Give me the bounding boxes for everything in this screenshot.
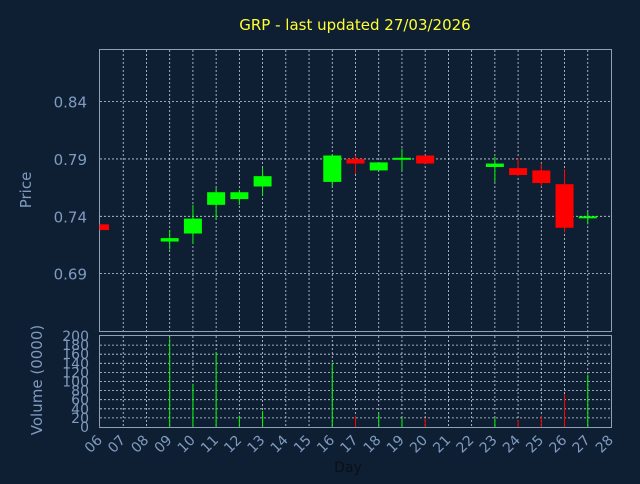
x-tick-label: 15 [291,433,315,457]
candle [369,162,388,171]
x-tick-label: 12 [221,433,245,457]
price-y-tick-label: 0.79 [54,151,87,169]
candle-body [346,158,365,164]
volume-plot-frame [99,335,612,428]
chart-title: GRP - last updated 27/03/2026 [239,16,470,34]
candle [346,155,365,174]
x-tick-label: 26 [546,432,570,456]
x-tick-label: 28 [593,433,617,457]
volume-y-tick-label: 120 [62,365,89,381]
x-tick-label: 10 [175,433,199,457]
candle-body [555,184,574,228]
candle [532,163,551,187]
volume-y-tick-label: 160 [62,347,89,363]
candle-body [509,168,528,176]
volume-y-tick-label: 180 [62,338,89,354]
volume-series [99,338,589,427]
candle [183,204,202,244]
price-plot-frame [99,49,612,332]
x-tick-label: 21 [430,433,454,457]
candle [99,224,109,231]
candle [485,156,504,182]
x-axis-label: Day [334,460,362,476]
x-tick-label: 25 [523,433,547,457]
x-tick-label: 08 [128,433,152,457]
price-y-tick-label: 0.84 [54,94,87,112]
volume-y-tick-label: 40 [71,402,89,418]
candle-body [253,176,272,187]
candle-body [532,170,551,184]
x-tick-label: 06 [82,432,106,456]
x-tick-label: 18 [361,433,385,457]
price-y-tick-label: 0.74 [54,208,87,226]
volume-axis-label: Volume (0000) [28,325,46,435]
volume-y-tick-label: 20 [71,411,89,427]
volume-y-tick-label: 60 [71,393,89,409]
candle [578,211,597,225]
candle-body [369,162,388,171]
price-y-tick-label: 0.69 [54,266,87,284]
x-tick-label: 16 [314,432,338,456]
volume-grid [100,336,611,427]
candle [207,187,226,220]
candlestick-series [99,148,597,250]
candle [392,148,411,171]
candle-body [230,192,249,200]
x-tick-label: 13 [244,433,268,457]
x-tick-label: 24 [500,432,524,456]
candle-body [578,216,597,219]
volume-y-tick-label: 100 [62,375,89,391]
candle-body [323,155,342,182]
candle [323,154,342,187]
price-axis-label: Price [17,172,35,209]
x-tick-labels: 06 07 08 09 10 11 12 13 14 15 16 17 18 19 20 21 22 23 24 25… [82,432,617,456]
candle-body [485,163,504,167]
volume-y-tick-label: 140 [62,356,89,372]
candle-body [416,155,435,164]
x-tick-label: 14 [268,432,292,456]
x-tick-label: 22 [454,433,478,457]
candle-body [160,238,179,242]
candle-body [100,224,109,231]
x-tick-label: 17 [337,433,361,457]
x-tick-label: 19 [384,433,408,457]
volume-y-tick-label: 0 [80,420,89,436]
candle-body [207,192,226,205]
candle [253,168,272,196]
candle-body [392,157,411,160]
x-tick-label: 09 [152,433,176,457]
candle-body [183,218,202,234]
candle [160,230,179,250]
candle [509,157,528,177]
x-tick-label: 23 [477,433,501,457]
x-tick-label: 20 [407,433,431,457]
x-tick-label: 07 [105,433,129,457]
x-tick-label: 27 [570,433,594,457]
price-y-tick-labels: 0.69 0.74 0.79 0.84 [54,94,87,284]
price-grid [100,50,611,331]
x-tick-label: 11 [198,433,222,457]
volume-y-tick-label: 200 [62,329,89,345]
volume-y-tick-label: 80 [71,384,89,400]
candle [416,155,435,164]
candle [230,189,249,205]
candle [555,169,574,233]
